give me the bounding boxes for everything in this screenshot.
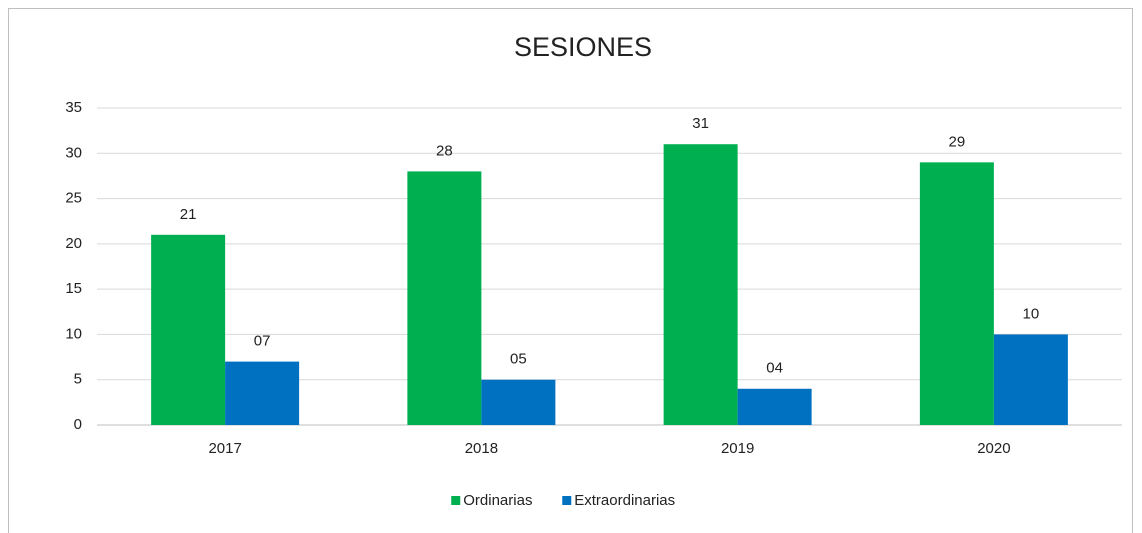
y-tick-label: 30	[65, 144, 82, 161]
data-label: 28	[436, 142, 453, 159]
bar	[407, 171, 482, 425]
x-tick-label: 2018	[465, 440, 498, 457]
y-tick-label: 10	[65, 325, 82, 342]
data-label: 31	[692, 115, 709, 132]
y-tick-label: 25	[65, 190, 82, 207]
data-label: 05	[510, 351, 527, 368]
data-label: 04	[766, 360, 783, 377]
x-tick-label: 2020	[977, 440, 1010, 457]
bar	[737, 388, 812, 425]
bar	[151, 234, 226, 425]
data-label: 10	[1023, 305, 1040, 322]
bar	[993, 334, 1068, 425]
legend-label: Ordinarias	[463, 492, 532, 509]
y-tick-label: 0	[74, 416, 82, 433]
legend-label: Extraordinarias	[574, 492, 675, 509]
y-tick-label: 35	[65, 99, 82, 116]
legend-swatch	[451, 496, 461, 505]
data-label: 21	[180, 206, 197, 223]
y-tick-label: 20	[65, 235, 82, 252]
chart-title: SESIONES	[514, 32, 652, 62]
bar	[481, 379, 556, 425]
bar	[919, 162, 994, 426]
x-tick-label: 2017	[208, 440, 241, 457]
bar	[225, 361, 300, 425]
y-tick-label: 15	[65, 280, 82, 297]
legend-swatch	[562, 496, 572, 505]
x-tick-label: 2019	[721, 440, 754, 457]
data-label: 29	[949, 133, 966, 150]
bar	[663, 144, 738, 425]
data-label: 07	[254, 333, 271, 350]
y-tick-label: 5	[74, 371, 82, 388]
